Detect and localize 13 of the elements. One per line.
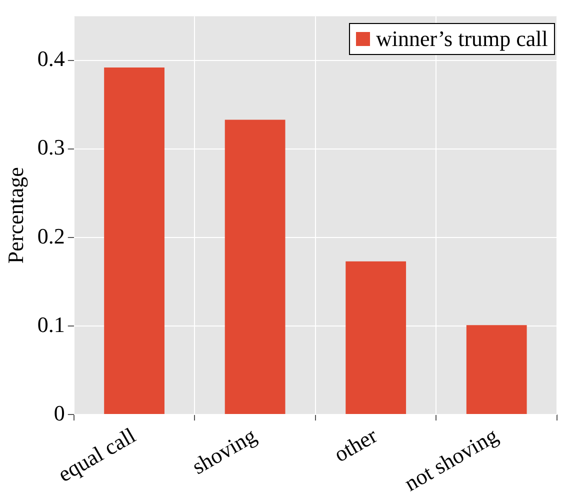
bar — [104, 68, 164, 414]
y-tick-label: 0 — [54, 400, 65, 426]
x-tick-label: other — [330, 422, 382, 467]
y-tick-label: 0.4 — [37, 46, 65, 72]
y-tick-label: 0.3 — [37, 134, 65, 160]
bar — [346, 261, 406, 414]
y-tick-label: 0.2 — [37, 223, 65, 248]
bar — [466, 325, 527, 414]
y-tick-label: 0.1 — [37, 312, 65, 337]
bar — [224, 120, 286, 414]
y-axis-title: Percentage — [2, 167, 28, 264]
x-tick-label: equal call — [54, 422, 140, 487]
legend-label: winner’s trump call — [376, 26, 548, 52]
